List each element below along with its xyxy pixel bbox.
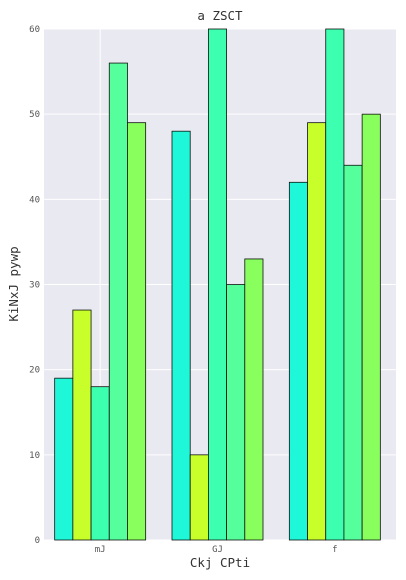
y-tick-label: 60 bbox=[29, 25, 40, 35]
y-tick-label: 50 bbox=[29, 110, 40, 120]
bar-mJ-series-5 bbox=[127, 122, 147, 541]
chart-title: a ZSCT bbox=[197, 8, 243, 23]
bar-mJ-series-3 bbox=[90, 386, 110, 541]
bar-mJ-series-1 bbox=[54, 377, 74, 541]
y-tick-label: 0 bbox=[35, 536, 40, 546]
bar-GJ-series-4 bbox=[226, 284, 246, 541]
bar-f-series-4 bbox=[343, 164, 363, 541]
bar-f-series-3 bbox=[325, 28, 345, 541]
bar-mJ-series-4 bbox=[108, 62, 128, 541]
y-tick-label: 40 bbox=[29, 195, 40, 205]
y-tick-label: 20 bbox=[29, 366, 40, 376]
bar-GJ-series-5 bbox=[244, 258, 264, 541]
y-tick-label: 10 bbox=[29, 451, 40, 461]
y-axis-title: KiNxJ pywp bbox=[6, 246, 21, 321]
bars bbox=[54, 28, 381, 541]
bar-GJ-series-2 bbox=[189, 454, 209, 541]
bar-f-series-1 bbox=[288, 181, 308, 541]
x-tick-label: f bbox=[332, 545, 337, 555]
bar-mJ-series-2 bbox=[72, 309, 92, 541]
bar-GJ-series-1 bbox=[171, 130, 191, 541]
y-tick-label: 30 bbox=[29, 281, 40, 291]
bar-GJ-series-3 bbox=[207, 28, 227, 541]
x-tick-label: GJ bbox=[212, 545, 223, 555]
y-tick-labels: 0 10 20 30 40 50 60 bbox=[29, 25, 40, 546]
x-axis-title: Ckj CPti bbox=[190, 555, 250, 570]
x-tick-labels: mJ GJ f bbox=[95, 545, 338, 555]
bar-f-series-2 bbox=[307, 122, 327, 541]
x-tick-label: mJ bbox=[95, 545, 106, 555]
bar-f-series-5 bbox=[361, 113, 381, 541]
